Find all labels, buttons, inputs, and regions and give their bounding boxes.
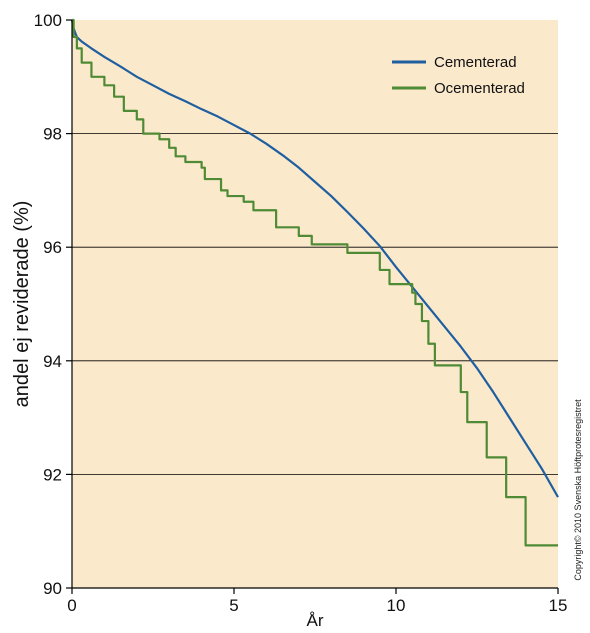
- y-tick-label: 100: [34, 11, 62, 30]
- x-axis-label: År: [307, 611, 324, 630]
- series-line-ocementerad: [72, 18, 558, 547]
- plot-background: [72, 20, 558, 588]
- y-tick-label: 96: [43, 238, 62, 257]
- y-tick-label: 98: [43, 125, 62, 144]
- legend-label-cementerad: Cementerad: [434, 54, 517, 71]
- legend-label-ocementerad: Ocementerad: [434, 80, 525, 97]
- y-axis-label: andel ej reviderade (%): [11, 201, 33, 408]
- y-tick-label: 90: [43, 579, 62, 598]
- y-tick-label: 92: [43, 465, 62, 484]
- x-tick-label: 5: [229, 596, 238, 615]
- copyright-text: Copyright© 2010 Svenska Höftprotesregist…: [573, 399, 583, 581]
- x-tick-label: 15: [549, 596, 568, 615]
- axes: [66, 19, 559, 594]
- y-tick-label: 94: [43, 352, 62, 371]
- series-line-cementerad: [70, 19, 559, 498]
- x-tick-label: 0: [67, 596, 76, 615]
- x-tick-label: 10: [387, 596, 406, 615]
- series-layer: [70, 18, 559, 547]
- tick-labels: 0 5 10 15 90 92 94 96 98 100: [34, 11, 568, 615]
- legend: Cementerad Ocementerad: [392, 54, 525, 97]
